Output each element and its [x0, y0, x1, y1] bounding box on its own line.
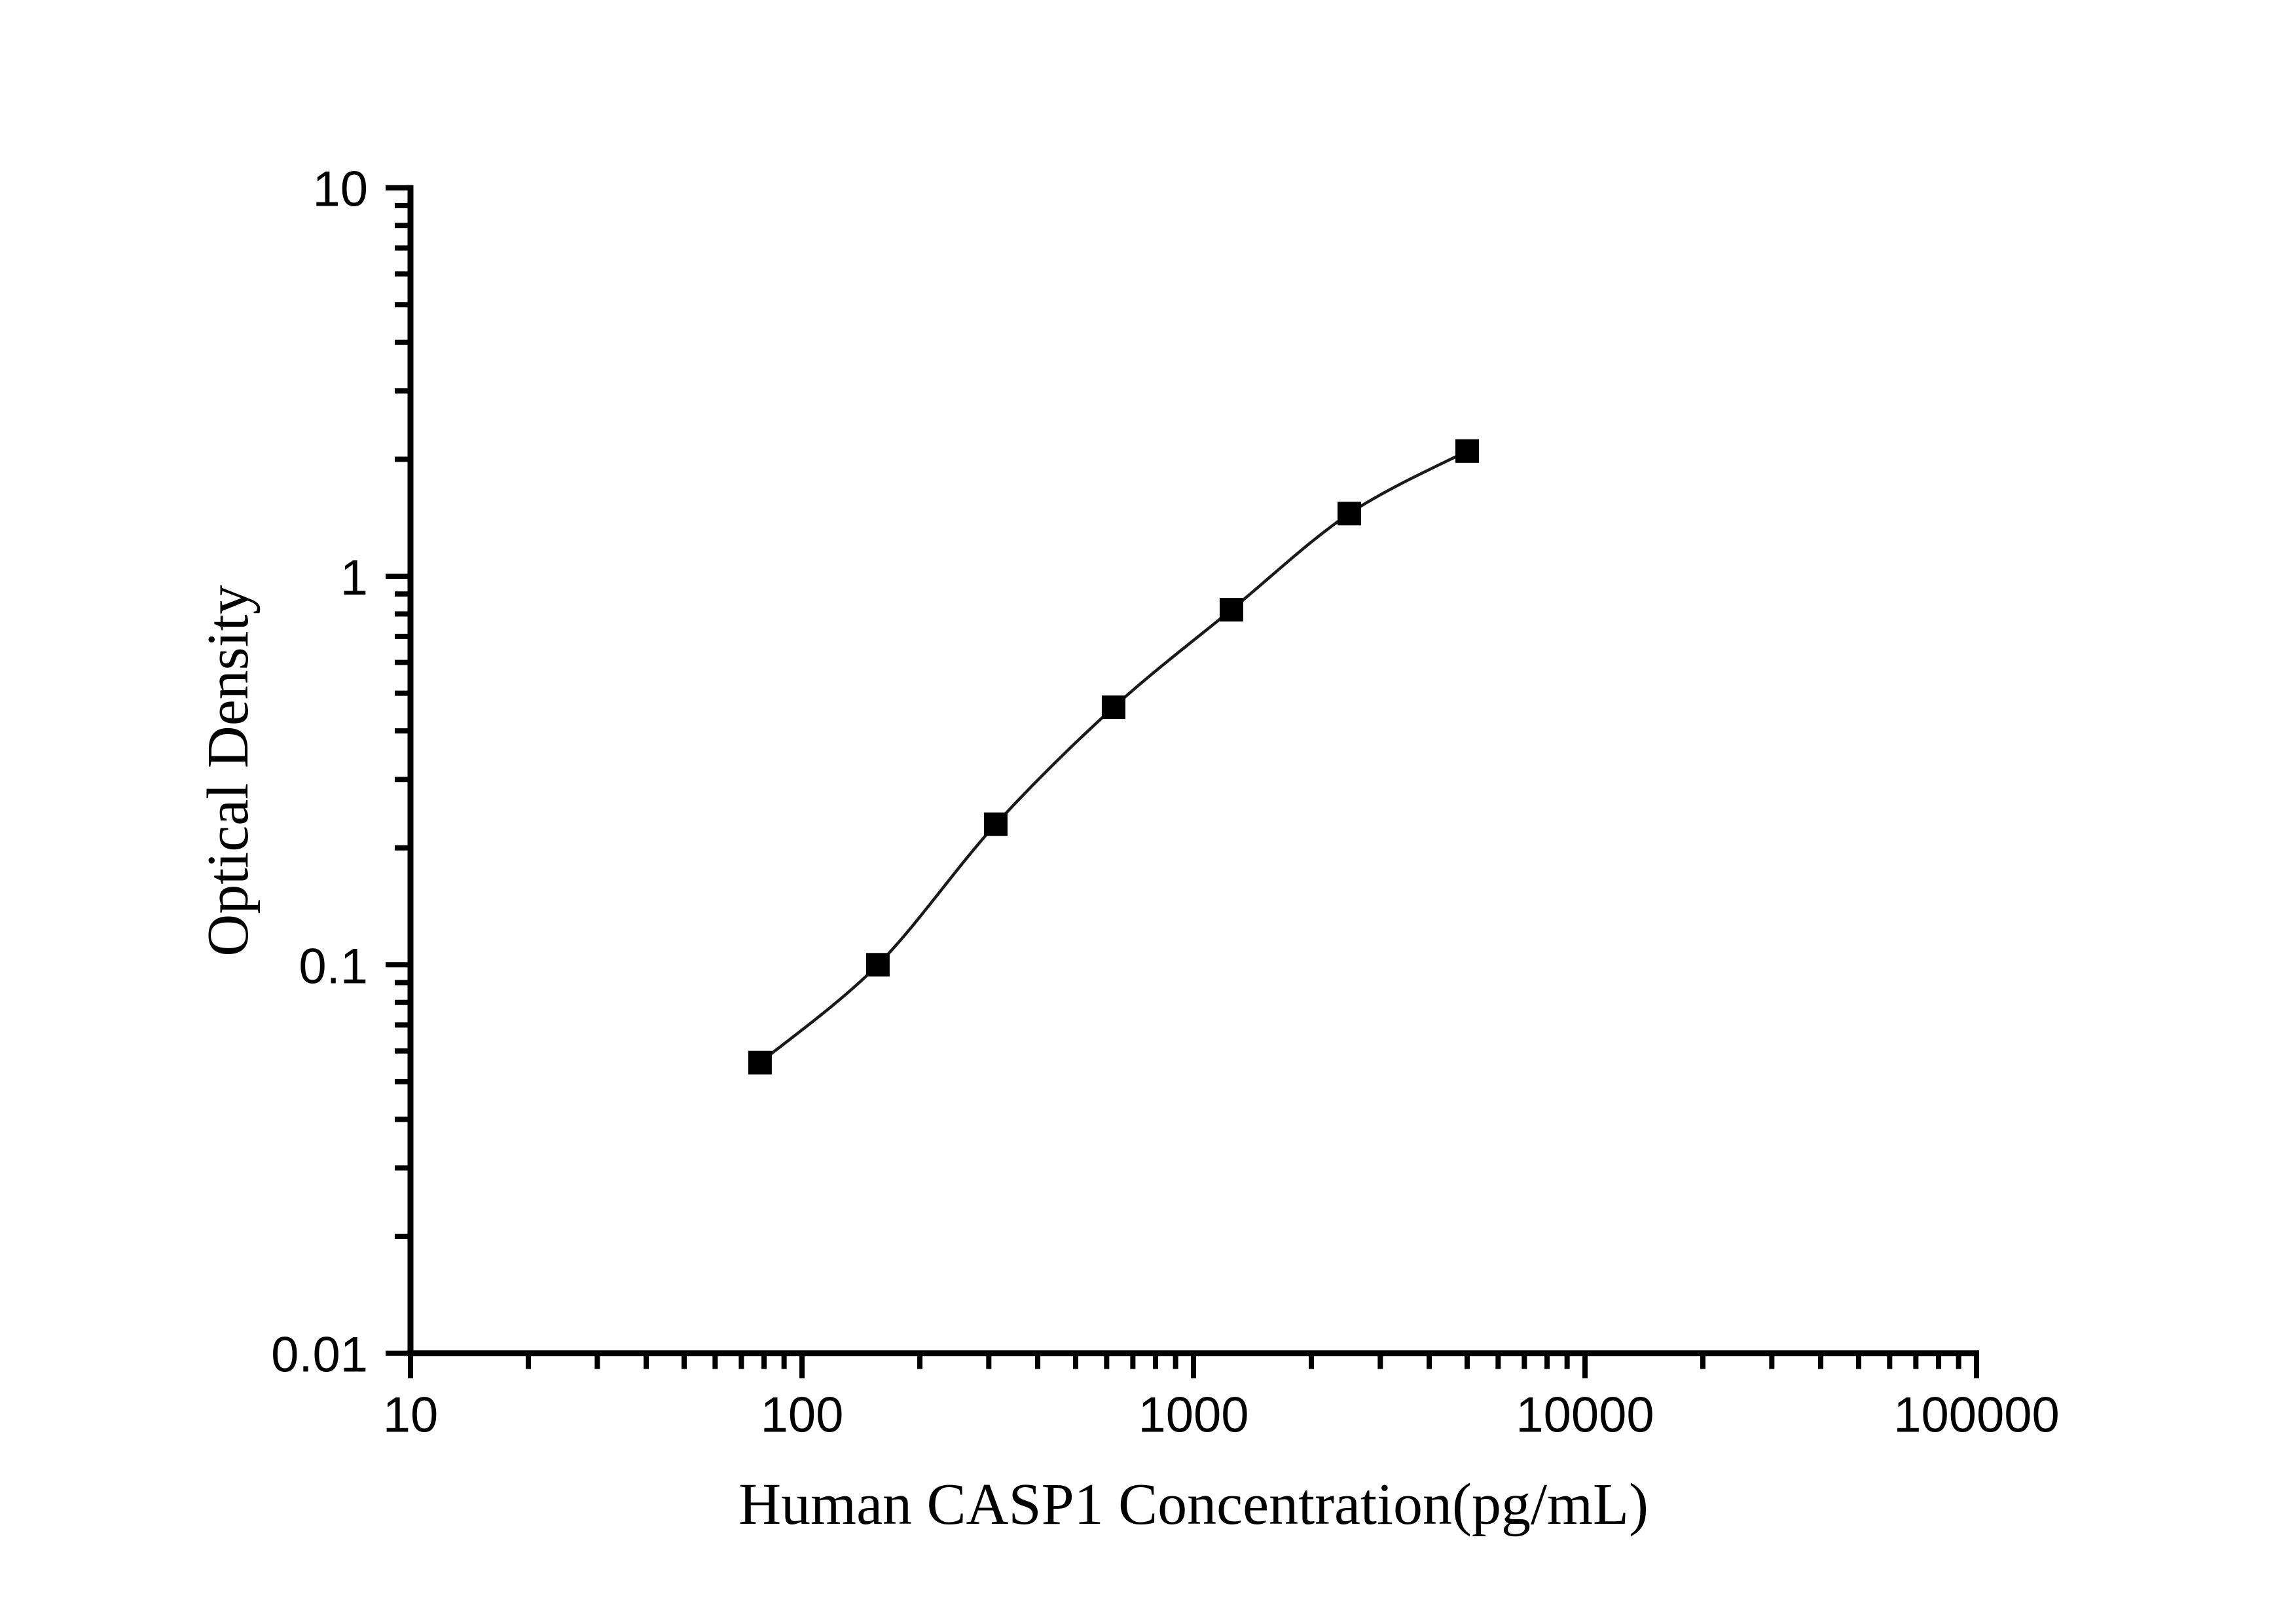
data-point-marker [1219, 598, 1243, 622]
y-tick-label: 0.1 [299, 938, 368, 994]
x-tick-label: 100000 [1893, 1388, 2060, 1443]
plot-area: 10 100 1000 10000 100000 10 1 0.1 0.01 [271, 162, 2060, 1443]
data-point-marker [983, 812, 1008, 836]
x-tick-label: 10000 [1516, 1388, 1654, 1443]
y-tick-label: 1 [340, 550, 368, 606]
data-point-marker [866, 953, 890, 977]
data-point-marker [748, 1050, 772, 1075]
y-tick-label: 10 [312, 162, 368, 217]
data-point-marker [1101, 695, 1125, 720]
y-tick-label: 0.01 [271, 1327, 368, 1383]
x-tick-label: 100 [761, 1388, 844, 1443]
x-tick-label: 10 [383, 1388, 439, 1443]
x-axis-title: Human CASP1 Concentration(pg/mL) [738, 1472, 1649, 1537]
data-point-marker [1455, 439, 1479, 463]
y-axis-title: Optical Density [196, 585, 261, 956]
x-tick-label: 1000 [1138, 1388, 1248, 1443]
data-point-marker [1337, 502, 1361, 526]
